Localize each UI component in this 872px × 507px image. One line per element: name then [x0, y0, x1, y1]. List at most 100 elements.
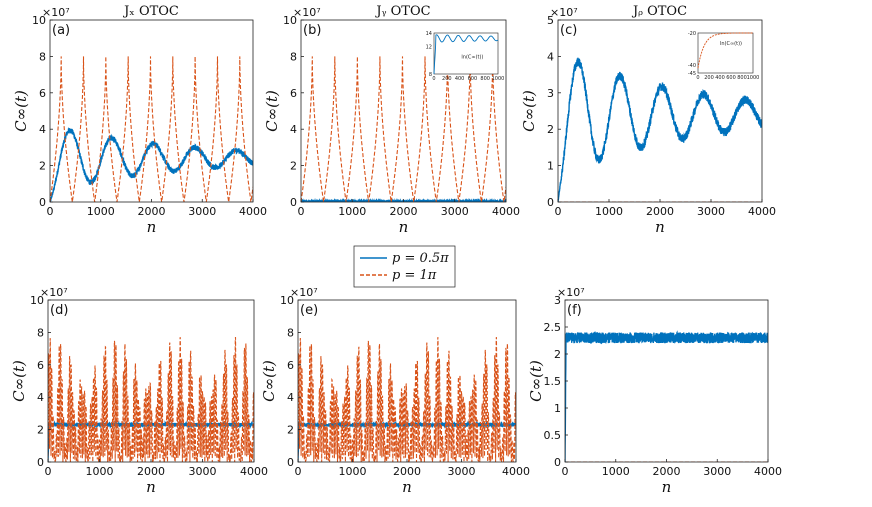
- inset-x-tick-label: 1000: [747, 75, 760, 81]
- inset-x-tick-label: 400: [455, 76, 465, 82]
- x-tick-label: 4000: [239, 205, 267, 218]
- x-tick-label: 1000: [87, 205, 115, 218]
- series-line-p1pi: [301, 56, 506, 202]
- inset-y-tick-label: 12: [426, 45, 432, 51]
- x-tick-label: 3000: [188, 205, 216, 218]
- inset-frame: [697, 32, 754, 74]
- x-tick-label: 2000: [390, 205, 418, 218]
- x-tick-label: 1000: [602, 465, 630, 478]
- legend-entry-label: p = 0.5π: [392, 251, 449, 266]
- inset-y-tick-label: 8: [429, 72, 432, 78]
- y-axis-label: C∞(t): [520, 90, 538, 132]
- y-tick-label: 6: [290, 87, 297, 100]
- inset-label: ln(C∞(t)): [461, 54, 483, 60]
- chart-panel-d: 0 1000 2000 3000 4000 0 2 4 6 8 10×10⁷ (d) n C∞(t): [10, 286, 268, 496]
- chart-title: Jᵨ OTOC: [631, 4, 687, 19]
- y-tick-label: 10: [283, 14, 297, 27]
- x-tick-label: 1000: [338, 205, 366, 218]
- y-tick-label: 0: [287, 456, 294, 469]
- inset-y-tick-label: -40: [688, 63, 696, 69]
- panel-label: (a): [52, 23, 70, 38]
- x-tick-label: 3000: [703, 465, 731, 478]
- y-tick-label: 2: [39, 160, 46, 173]
- panel-label: (f): [567, 303, 582, 318]
- y-tick-label: 0: [37, 456, 44, 469]
- panel-label: (e): [300, 303, 318, 318]
- inset-y-tick-label: -20: [688, 31, 696, 37]
- x-tick-label: 1000: [86, 465, 114, 478]
- chart-panel-a: 0 1000 2000 3000 4000 0 2 4 6 8 10×10⁷ (a) Jₓ OTOC n C…: [12, 4, 267, 236]
- y-tick-label: 1: [547, 160, 554, 173]
- series-line-p1pi: [50, 56, 253, 202]
- inset-x-tick-label: 1000: [492, 76, 505, 82]
- legend: p = 0.5π p = 1π: [353, 245, 456, 288]
- x-tick-label: 3000: [441, 205, 469, 218]
- inset-series-line: [697, 32, 753, 69]
- x-tick-label: 2000: [653, 465, 681, 478]
- inset-x-tick-label: 800: [737, 75, 747, 81]
- y-tick-label: 6: [287, 359, 294, 372]
- inset-series-line: [433, 34, 499, 75]
- y-axis-label: C∞(t): [10, 360, 28, 402]
- axis-multiplier: ×10⁷: [293, 6, 321, 19]
- y-tick-label: 2: [547, 123, 554, 136]
- x-tick-label: 3000: [697, 205, 725, 218]
- y-tick-label: 5: [547, 14, 554, 27]
- series-line-p05pi: [50, 127, 253, 202]
- y-axis-label: C∞(t): [527, 360, 545, 402]
- chart-panel-e: 0 1000 2000 3000 4000 0 2 4 6 8 10×10⁷ (e) n C∞(t): [260, 286, 530, 496]
- y-tick-label: 2: [554, 348, 561, 361]
- y-tick-label: 1: [554, 402, 561, 415]
- x-tick-label: 4000: [492, 205, 520, 218]
- x-tick-label: 1000: [339, 465, 367, 478]
- x-axis-label: n: [655, 218, 665, 236]
- y-axis-label: C∞(t): [263, 90, 281, 132]
- panel-label: (c): [560, 23, 577, 38]
- y-tick-label: 4: [39, 123, 46, 136]
- y-tick-label: 2.5: [544, 321, 562, 334]
- axis-multiplier: ×10⁷: [290, 286, 318, 299]
- series-line-p1pi: [48, 337, 254, 462]
- y-tick-label: 8: [37, 326, 44, 339]
- x-tick-label: 2000: [646, 205, 674, 218]
- x-tick-label: 0: [47, 205, 54, 218]
- y-tick-label: 4: [547, 50, 554, 63]
- x-tick-label: 4000: [754, 465, 782, 478]
- x-tick-label: 0: [562, 465, 569, 478]
- chart-title: Jᵧ OTOC: [374, 4, 430, 19]
- inset-x-tick-label: 600: [468, 76, 478, 82]
- chart-title: Jₓ OTOC: [122, 4, 179, 19]
- y-tick-label: 0: [290, 196, 297, 209]
- inset-x-tick-label: 200: [704, 75, 714, 81]
- y-tick-label: 10: [280, 294, 294, 307]
- x-tick-label: 0: [555, 205, 562, 218]
- x-axis-label: n: [399, 218, 409, 236]
- x-axis-label: n: [147, 218, 157, 236]
- y-tick-label: 2: [290, 160, 297, 173]
- plot-frame: [49, 19, 254, 203]
- legend-entry-label: p = 1π: [392, 268, 437, 283]
- x-tick-label: 1000: [595, 205, 623, 218]
- legend-frame: [353, 245, 456, 288]
- x-axis-label: n: [146, 478, 156, 496]
- x-tick-label: 0: [298, 205, 305, 218]
- y-tick-label: 1.5: [544, 375, 562, 388]
- y-tick-label: 0: [554, 456, 561, 469]
- x-tick-label: 0: [295, 465, 302, 478]
- panel-label: (b): [303, 23, 321, 38]
- y-tick-label: 3: [547, 87, 554, 100]
- y-tick-label: 0: [39, 196, 46, 209]
- x-tick-label: 3000: [189, 465, 217, 478]
- y-tick-label: 2: [37, 424, 44, 437]
- y-tick-label: 8: [287, 326, 294, 339]
- x-tick-label: 3000: [448, 465, 476, 478]
- inset-x-tick-label: 0: [696, 75, 699, 81]
- y-tick-label: 3: [554, 294, 561, 307]
- y-tick-label: 2: [287, 424, 294, 437]
- x-tick-label: 4000: [240, 465, 268, 478]
- inset-plot: 0 200 400 600 800 1000 8 12 14 ln(C∞(t)): [426, 31, 505, 82]
- y-tick-label: 8: [290, 50, 297, 63]
